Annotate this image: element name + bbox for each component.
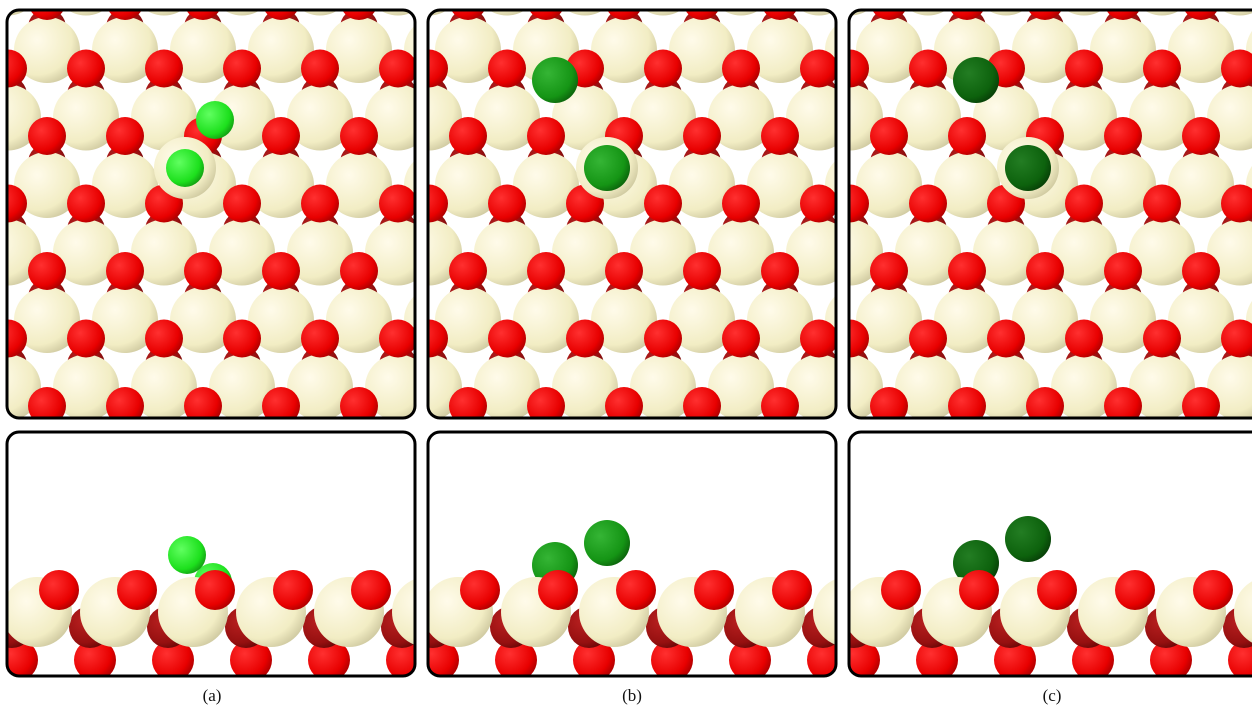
oxygen xyxy=(527,117,565,155)
oxygen xyxy=(948,252,986,290)
oxygen xyxy=(460,570,500,610)
oxygen xyxy=(273,570,313,610)
oxygen xyxy=(117,570,157,610)
oxygen xyxy=(959,570,999,610)
oxygen xyxy=(722,185,760,223)
adsorbate xyxy=(584,145,630,191)
oxygen xyxy=(800,185,838,223)
oxygen xyxy=(1065,185,1103,223)
oxygen xyxy=(301,320,339,358)
metal-atom xyxy=(0,287,2,353)
oxygen xyxy=(1065,320,1103,358)
oxygen xyxy=(800,50,838,88)
oxygen xyxy=(1115,570,1155,610)
oxygen xyxy=(340,117,378,155)
caption: (a) xyxy=(182,686,242,706)
oxygen xyxy=(909,185,947,223)
oxygen xyxy=(184,252,222,290)
oxygen xyxy=(1104,252,1142,290)
oxygen xyxy=(772,570,812,610)
adsorbate xyxy=(1005,145,1051,191)
oxygen xyxy=(683,252,721,290)
oxygen xyxy=(605,252,643,290)
oxygen xyxy=(538,570,578,610)
oxygen xyxy=(616,570,656,610)
oxygen xyxy=(488,50,526,88)
oxygen xyxy=(1037,570,1077,610)
oxygen xyxy=(223,320,261,358)
oxygen xyxy=(28,117,66,155)
oxygen xyxy=(262,117,300,155)
oxygen xyxy=(301,50,339,88)
adsorbate xyxy=(584,520,630,566)
adsorbate xyxy=(168,536,206,574)
oxygen xyxy=(644,185,682,223)
oxygen xyxy=(67,50,105,88)
oxygen xyxy=(1182,252,1220,290)
adsorbate xyxy=(1005,516,1051,562)
oxygen xyxy=(262,252,300,290)
caption: (c) xyxy=(1022,686,1082,706)
oxygen xyxy=(948,117,986,155)
oxygen xyxy=(39,570,79,610)
oxygen xyxy=(28,252,66,290)
oxygen xyxy=(67,320,105,358)
oxygen xyxy=(1026,252,1064,290)
adsorbate xyxy=(953,57,999,103)
oxygen xyxy=(1065,50,1103,88)
structure-panels xyxy=(0,0,1252,715)
metal-atom xyxy=(0,17,2,83)
oxygen xyxy=(566,320,604,358)
figure: (a) (b) (c) xyxy=(0,0,1252,715)
adsorbate xyxy=(166,149,204,187)
oxygen xyxy=(379,185,417,223)
oxygen xyxy=(1143,185,1181,223)
oxygen xyxy=(761,252,799,290)
oxygen xyxy=(106,117,144,155)
oxygen xyxy=(488,320,526,358)
oxygen xyxy=(1182,117,1220,155)
oxygen xyxy=(145,50,183,88)
oxygen xyxy=(449,252,487,290)
oxygen xyxy=(644,320,682,358)
oxygen xyxy=(909,320,947,358)
adsorbate xyxy=(196,101,234,139)
oxygen xyxy=(683,117,721,155)
oxygen xyxy=(67,185,105,223)
adsorbate xyxy=(532,57,578,103)
metal-atom xyxy=(0,422,2,488)
oxygen xyxy=(379,320,417,358)
metal-atom xyxy=(0,152,2,218)
oxygen xyxy=(223,50,261,88)
oxygen xyxy=(527,252,565,290)
oxygen xyxy=(987,320,1025,358)
oxygen xyxy=(301,185,339,223)
oxygen xyxy=(644,50,682,88)
oxygen xyxy=(0,570,1,610)
oxygen xyxy=(195,570,235,610)
oxygen xyxy=(870,117,908,155)
caption: (b) xyxy=(602,686,662,706)
oxygen xyxy=(761,117,799,155)
oxygen xyxy=(351,570,391,610)
oxygen xyxy=(145,320,183,358)
oxygen xyxy=(1143,50,1181,88)
oxygen xyxy=(1193,570,1233,610)
oxygen xyxy=(722,50,760,88)
oxygen xyxy=(881,570,921,610)
oxygen xyxy=(1143,320,1181,358)
oxygen xyxy=(870,252,908,290)
oxygen xyxy=(909,50,947,88)
oxygen xyxy=(488,185,526,223)
oxygen xyxy=(722,320,760,358)
oxygen xyxy=(1104,117,1142,155)
oxygen xyxy=(223,185,261,223)
oxygen xyxy=(449,117,487,155)
oxygen xyxy=(694,570,734,610)
oxygen xyxy=(379,50,417,88)
oxygen xyxy=(106,252,144,290)
oxygen xyxy=(340,252,378,290)
oxygen xyxy=(800,320,838,358)
